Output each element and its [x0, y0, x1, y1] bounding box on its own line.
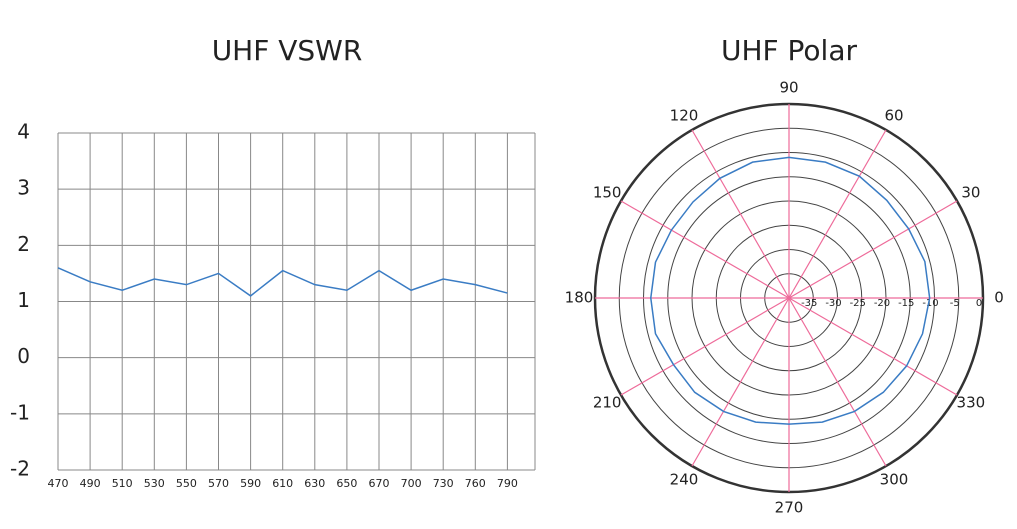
x-tick-label: 700 — [401, 477, 422, 490]
y-tick-label: 2 — [17, 232, 30, 256]
x-tick-label: 790 — [497, 477, 518, 490]
spoke — [691, 297, 790, 467]
theta-tick-label: 180 — [565, 289, 594, 307]
theta-tick-label: 60 — [884, 107, 903, 125]
data-line — [57, 267, 508, 297]
y-tick-label: 1 — [17, 288, 30, 312]
r-tick-label: -10 — [922, 298, 938, 309]
x-tick-label: 650 — [336, 477, 357, 490]
spoke — [620, 297, 790, 396]
x-tick-label: 550 — [176, 477, 197, 490]
theta-tick-label: 0 — [994, 289, 1004, 307]
r-tick-label: 0 — [976, 298, 982, 309]
x-tick-label: 570 — [208, 477, 229, 490]
x-tick-label: 510 — [112, 477, 133, 490]
theta-tick-label: 90 — [779, 79, 798, 97]
y-tick-label: 4 — [17, 120, 30, 144]
pattern-line — [650, 156, 931, 425]
y-tick-label: 3 — [17, 176, 30, 200]
r-tick-label: -35 — [801, 298, 817, 309]
spoke — [788, 200, 958, 299]
x-tick-label: 670 — [369, 477, 390, 490]
spoke — [788, 297, 887, 467]
x-tick-label: 490 — [80, 477, 101, 490]
x-tick-label: 530 — [144, 477, 165, 490]
theta-tick-label: 120 — [670, 107, 699, 125]
theta-tick-label: 300 — [880, 470, 909, 488]
chart-title: UHF Polar — [721, 34, 858, 67]
r-tick-label: -30 — [825, 298, 841, 309]
theta-tick-label: 30 — [961, 184, 980, 202]
x-tick-label: 610 — [272, 477, 293, 490]
chart-title: UHF VSWR — [212, 34, 363, 67]
theta-tick-label: 210 — [593, 394, 622, 412]
x-tick-label: 590 — [240, 477, 261, 490]
y-tick-label: -2 — [10, 457, 30, 481]
y-tick-label: 0 — [17, 344, 30, 368]
y-tick-label: -1 — [10, 400, 30, 424]
spoke — [788, 129, 887, 299]
x-tick-label: 760 — [465, 477, 486, 490]
x-tick-label: 630 — [304, 477, 325, 490]
r-tick-label: -5 — [950, 298, 960, 309]
x-tick-label: 470 — [48, 477, 69, 490]
x-tick-label: 730 — [433, 477, 454, 490]
theta-tick-label: 330 — [957, 394, 986, 412]
r-tick-label: -15 — [898, 298, 914, 309]
spoke — [788, 297, 958, 396]
theta-tick-label: 240 — [670, 470, 699, 488]
spoke — [620, 200, 790, 299]
theta-tick-label: 270 — [775, 499, 804, 517]
theta-tick-label: 150 — [593, 184, 622, 202]
r-tick-label: -20 — [874, 298, 890, 309]
spoke — [691, 129, 790, 299]
r-tick-label: -25 — [850, 298, 866, 309]
